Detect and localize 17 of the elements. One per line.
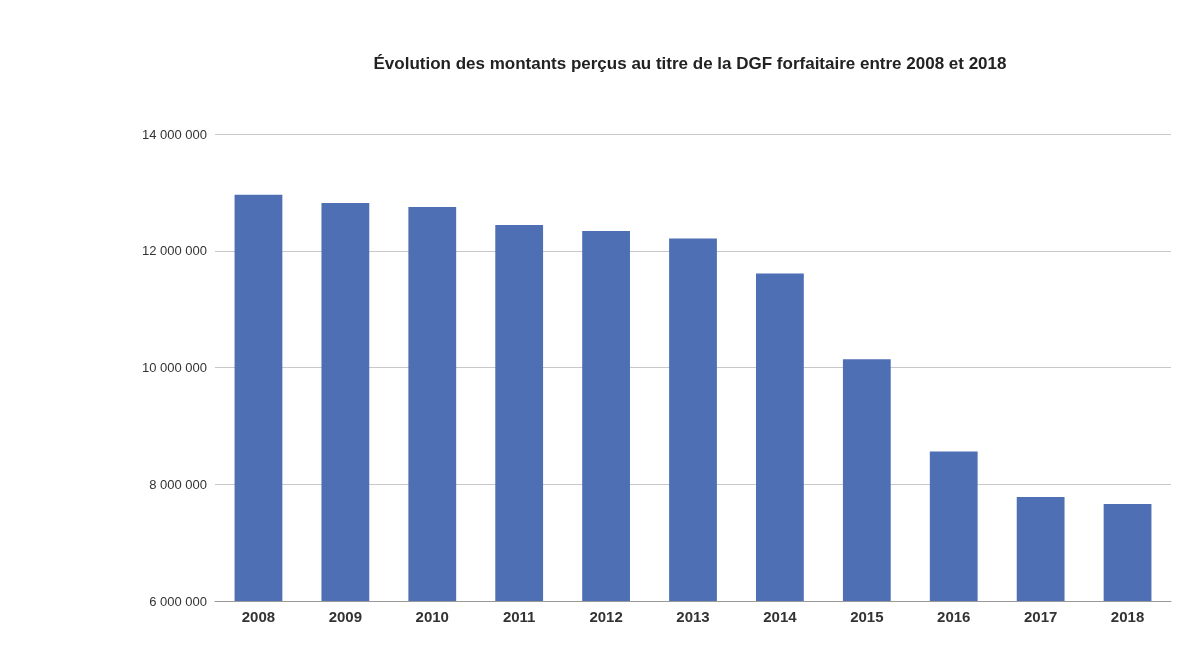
y-tick-label: 8 000 000 [149,476,207,492]
x-tick-label: 2014 [763,608,798,625]
chart-title: Évolution des montants perçus au titre de la DGF forfaitaire entre 2008 et 2018 [373,54,1007,73]
x-tick-label: 2008 [241,608,276,625]
x-tick-label: 2017 [1023,608,1058,625]
x-tick-label: 2010 [415,608,449,625]
y-tick-label: 10 000 000 [141,360,207,375]
x-tick-label: 2011 [502,608,536,625]
x-tick-label: 2012 [589,608,623,625]
y-tick-label: 14 000 000 [141,126,207,142]
x-tick-label: 2009 [328,608,363,625]
x-tick-label: 2013 [676,608,710,625]
x-tick-label: 2016 [937,608,971,625]
y-tick-label: 12 000 000 [141,243,207,259]
y-tick-label: 6 000 000 [149,593,207,609]
x-tick-label: 2018 [1110,608,1145,625]
x-tick-label: 2015 [850,608,884,625]
